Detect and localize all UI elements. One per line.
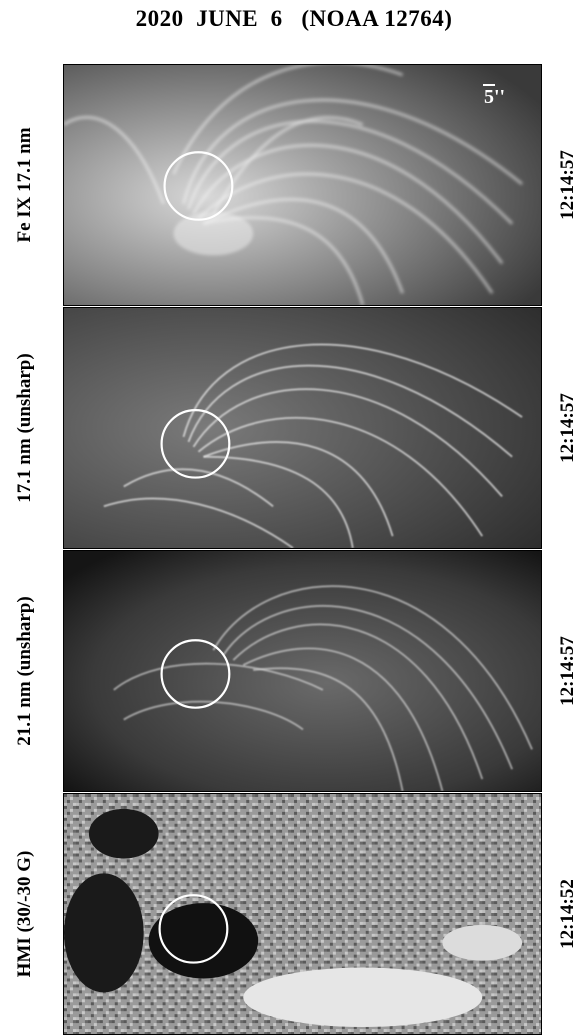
panel-1-label: Fe IX 17.1 nm — [14, 127, 35, 243]
panel-1-time: 12:14:57 — [557, 150, 578, 220]
circle-marker — [160, 409, 231, 479]
panel-3-image — [63, 550, 542, 792]
circle-marker — [158, 894, 229, 964]
panel-2-time: 12:14:57 — [557, 393, 578, 463]
panel-2-label: 17.1 nm (unsharp) — [14, 353, 35, 503]
panel-4-label: HMI (30/-30 G) — [14, 850, 35, 978]
panel-1-image — [63, 64, 542, 306]
circle-marker — [160, 639, 231, 709]
scale-label: 5'' — [484, 86, 506, 108]
panel-3-label: 21.1 nm (unsharp) — [14, 596, 35, 746]
panel-2-image — [63, 307, 542, 549]
figure-title: 2020 JUNE 6 (NOAA 12764) — [135, 6, 453, 31]
panel-4-time: 12:14:52 — [557, 879, 578, 949]
circle-marker — [163, 151, 234, 221]
panel-3-time: 12:14:57 — [557, 636, 578, 706]
panel-4-image — [63, 793, 542, 1035]
scale-bar — [483, 84, 495, 86]
